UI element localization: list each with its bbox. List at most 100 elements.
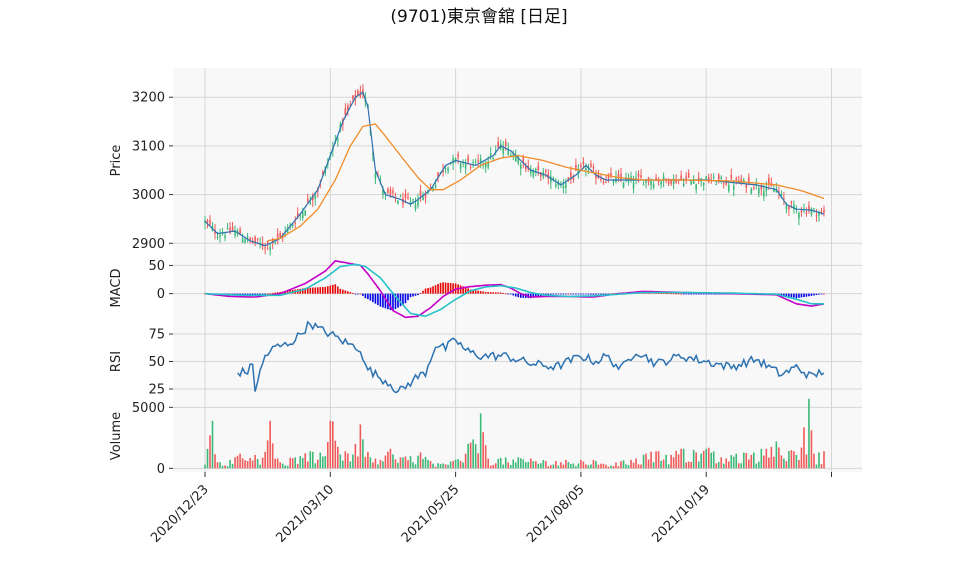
volume-bar bbox=[595, 461, 597, 469]
macd-histogram-bar bbox=[324, 286, 327, 294]
macd-histogram-bar bbox=[264, 293, 266, 295]
macd-histogram-bar bbox=[309, 287, 312, 294]
macd-histogram-bar bbox=[459, 285, 462, 294]
volume-bar bbox=[249, 458, 251, 469]
volume-bar bbox=[732, 456, 735, 469]
volume-bar bbox=[449, 461, 452, 469]
macd-histogram-bar bbox=[682, 293, 685, 295]
candle-body bbox=[229, 227, 231, 233]
macd-histogram-bar bbox=[392, 293, 394, 311]
macd-histogram-bar bbox=[504, 293, 507, 295]
candle-body bbox=[717, 174, 720, 180]
volume-bar bbox=[472, 439, 474, 469]
price-ytick-label: 2900 bbox=[132, 237, 165, 252]
candle-body bbox=[652, 184, 655, 188]
volume-bar bbox=[299, 456, 302, 469]
volume-bar bbox=[775, 441, 778, 469]
volume-bar bbox=[387, 451, 389, 469]
volume-bar bbox=[680, 448, 682, 469]
volume-bar bbox=[662, 459, 665, 469]
macd-histogram-bar bbox=[810, 293, 813, 296]
candle-body bbox=[249, 237, 251, 240]
macd-histogram-bar bbox=[344, 290, 347, 294]
volume-bar bbox=[585, 464, 587, 469]
macd-histogram-bar bbox=[560, 293, 562, 295]
candle-body bbox=[352, 95, 354, 99]
volume-bar bbox=[532, 461, 535, 469]
candle-body bbox=[720, 177, 723, 179]
candle-body bbox=[815, 215, 818, 217]
candle-body bbox=[497, 141, 500, 148]
macd-histogram-bar bbox=[447, 282, 449, 294]
macd-histogram-bar bbox=[805, 293, 808, 297]
macd-histogram-bar bbox=[397, 293, 399, 308]
macd-histogram-bar bbox=[271, 292, 274, 294]
candle-body bbox=[670, 179, 672, 184]
macd-histogram-bar bbox=[512, 293, 515, 296]
candle-body bbox=[750, 188, 753, 194]
macd-histogram-bar bbox=[462, 286, 464, 294]
volume-bar bbox=[572, 463, 575, 469]
volume-bar bbox=[502, 464, 505, 469]
candle-body bbox=[682, 183, 685, 186]
volume-bar bbox=[216, 462, 219, 469]
macd-histogram-bar bbox=[254, 293, 256, 296]
macd-histogram-bar bbox=[577, 293, 580, 295]
candle-body bbox=[374, 172, 377, 179]
macd-histogram-bar bbox=[705, 293, 708, 295]
candle-body bbox=[472, 162, 474, 164]
candle-body bbox=[489, 153, 492, 158]
volume-bar bbox=[529, 458, 532, 469]
volume-bar bbox=[798, 459, 800, 469]
volume-bar bbox=[632, 462, 635, 469]
macd-histogram-bar bbox=[256, 293, 259, 295]
price-ytick-label: 3100 bbox=[132, 139, 165, 154]
x-tick-label: 2020/12/23 bbox=[148, 482, 212, 546]
volume-bar bbox=[750, 454, 753, 469]
volume-bar bbox=[264, 451, 266, 469]
candle-body bbox=[753, 187, 755, 189]
volume-bar bbox=[301, 457, 304, 469]
volume-bar bbox=[464, 453, 467, 469]
volume-bar bbox=[244, 460, 246, 469]
macd-histogram-bar bbox=[289, 290, 292, 294]
macd-histogram-bar bbox=[422, 290, 424, 294]
volume-bar bbox=[432, 463, 434, 469]
macd-histogram-bar bbox=[700, 293, 702, 295]
volume-bar bbox=[226, 466, 229, 469]
candle-body bbox=[575, 164, 577, 171]
macd-histogram-bar bbox=[702, 293, 705, 295]
volume-bar bbox=[326, 442, 329, 469]
volume-bar bbox=[590, 464, 592, 469]
volume-bar bbox=[311, 451, 314, 469]
candle-body bbox=[823, 209, 825, 213]
macd-histogram-bar bbox=[332, 284, 334, 294]
candle-body bbox=[748, 177, 750, 183]
volume-bar bbox=[279, 462, 281, 469]
candle-body bbox=[735, 178, 738, 180]
x-tick-label: 2021/10/19 bbox=[649, 482, 713, 546]
macd-histogram-bar bbox=[545, 293, 547, 295]
volume-bar bbox=[409, 456, 412, 469]
volume-bar bbox=[251, 460, 254, 469]
volume-bar bbox=[289, 457, 292, 469]
candle-body bbox=[697, 177, 700, 181]
volume-bar bbox=[231, 463, 234, 469]
candle-body bbox=[590, 163, 592, 167]
candle-body bbox=[524, 165, 527, 170]
volume-bar bbox=[647, 459, 650, 469]
macd-histogram-bar bbox=[657, 292, 660, 294]
volume-bar bbox=[567, 461, 570, 469]
volume-bar bbox=[813, 453, 815, 469]
macd-histogram-bar bbox=[687, 293, 690, 295]
macd-histogram-bar bbox=[244, 293, 246, 296]
volume-bar bbox=[384, 455, 387, 469]
volume-bar bbox=[687, 461, 690, 469]
macd-histogram-bar bbox=[800, 293, 803, 298]
macd-histogram-bar bbox=[492, 292, 494, 294]
candle-body bbox=[800, 210, 803, 213]
volume-bar bbox=[742, 452, 745, 469]
volume-bar bbox=[570, 463, 572, 469]
macd-histogram-bar bbox=[274, 292, 276, 294]
macd-histogram-bar bbox=[552, 293, 555, 295]
